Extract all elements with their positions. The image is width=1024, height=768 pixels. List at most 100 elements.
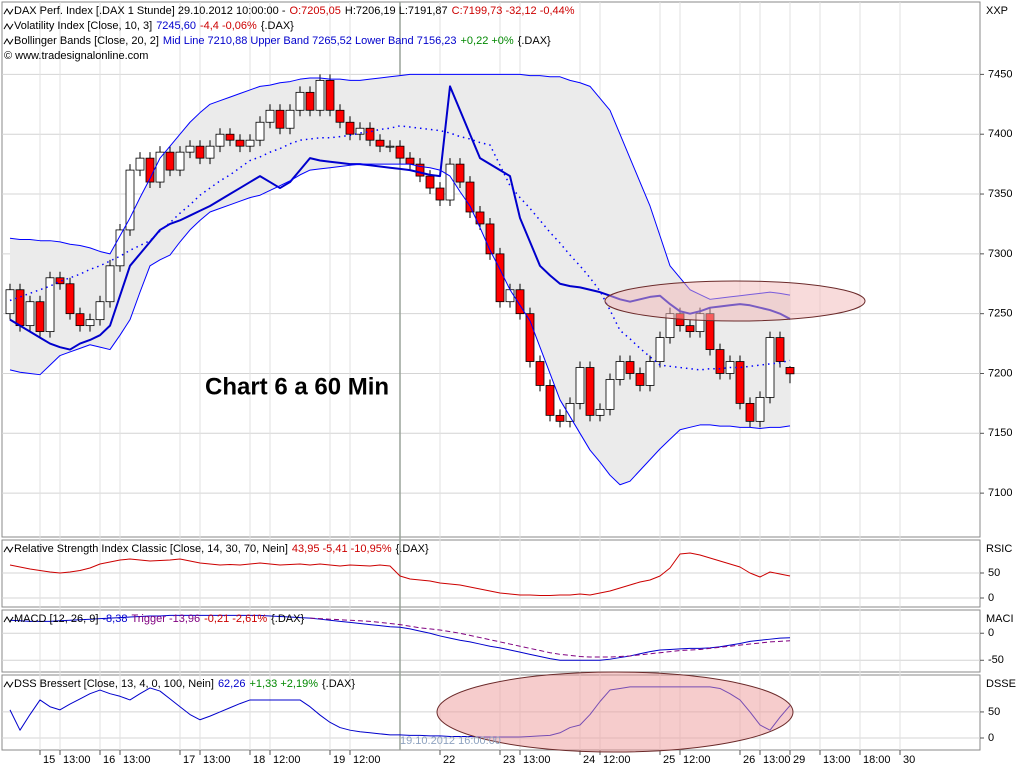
legend-entry: -0,21 -2,61% bbox=[204, 613, 267, 625]
candle-body bbox=[335, 109, 345, 123]
candle-body bbox=[105, 265, 115, 303]
candle-body bbox=[605, 379, 615, 410]
legend-entry: {.DAX} bbox=[261, 20, 294, 32]
candle-body bbox=[595, 408, 605, 416]
candle-body bbox=[625, 361, 635, 374]
y-tick-label: 7450 bbox=[988, 68, 1012, 80]
candle-body bbox=[445, 163, 455, 201]
x-tick-label: 22 bbox=[443, 754, 455, 766]
candle-body bbox=[555, 414, 565, 422]
x-tick-label: 13:00 bbox=[763, 754, 791, 766]
y-tick-label: 7250 bbox=[988, 308, 1012, 320]
candle-body bbox=[505, 289, 515, 303]
x-tick-label: 24 bbox=[583, 754, 595, 766]
x-tick-label: 13:00 bbox=[63, 754, 91, 766]
candle-body bbox=[755, 397, 765, 422]
legend-entry: 7245,60 bbox=[156, 20, 196, 32]
candle-body bbox=[715, 349, 725, 374]
candle-body bbox=[425, 175, 435, 189]
legend-entry: Mid Line 7210,88 Upper Band 7265,52 Lowe… bbox=[163, 35, 457, 47]
candle-body bbox=[745, 402, 755, 422]
candle-body bbox=[265, 109, 275, 123]
legend-entry: C:7199,73 -32,12 -0,44% bbox=[452, 5, 575, 17]
candle-body bbox=[155, 151, 165, 183]
legend-entry: O:7205,05 bbox=[290, 5, 341, 17]
candle-body bbox=[315, 79, 325, 111]
candle-body bbox=[195, 145, 205, 159]
band-fill bbox=[10, 74, 790, 485]
series-line bbox=[9, 163, 791, 486]
x-tick-label: 17 bbox=[183, 754, 195, 766]
x-tick-label: 12:00 bbox=[683, 754, 711, 766]
axis-label: XXP bbox=[986, 5, 1008, 17]
candle-body bbox=[355, 127, 365, 135]
x-tick-label: 12:00 bbox=[273, 754, 301, 766]
legend-line: Relative Strength Index Classic [Close, … bbox=[14, 543, 429, 555]
candle-body bbox=[115, 229, 125, 267]
candle-body bbox=[635, 373, 645, 386]
y-tick-label: 0 bbox=[988, 732, 994, 744]
candle-body bbox=[35, 301, 45, 333]
candle-body bbox=[295, 91, 305, 111]
legend-icon bbox=[3, 38, 14, 45]
candle-body bbox=[495, 253, 505, 303]
candle-body bbox=[165, 151, 175, 171]
candle-body bbox=[135, 157, 145, 171]
y-tick-label: 0 bbox=[988, 627, 994, 639]
candle-body bbox=[465, 181, 475, 213]
y-tick-label: 7350 bbox=[988, 188, 1012, 200]
y-tick-label: 50 bbox=[988, 567, 1000, 579]
candle-body bbox=[55, 277, 65, 285]
candle-body bbox=[345, 121, 355, 135]
candle-body bbox=[365, 127, 375, 141]
axis-label: RSIC bbox=[986, 543, 1012, 555]
x-tick-label: 13:00 bbox=[203, 754, 231, 766]
axis-label: DSSE bbox=[986, 678, 1016, 690]
candle-body bbox=[85, 319, 95, 327]
legend-entry: {.DAX} bbox=[518, 35, 551, 47]
x-tick-label: 13:00 bbox=[123, 754, 151, 766]
candle-body bbox=[585, 367, 595, 416]
watermark: 19.10.2012 16:00:00 bbox=[400, 735, 501, 747]
legend-entry: 62,26 bbox=[218, 678, 246, 690]
candle-body bbox=[285, 109, 295, 129]
candle-body bbox=[735, 361, 745, 404]
x-tick-label: 19 bbox=[333, 754, 345, 766]
legend-entry: +0,22 +0% bbox=[460, 35, 513, 47]
highlight-ellipse bbox=[436, 671, 794, 753]
candle-body bbox=[565, 402, 575, 422]
legend-entry: {.DAX} bbox=[396, 543, 429, 555]
candle-body bbox=[65, 283, 75, 315]
x-tick-label: 15 bbox=[43, 754, 55, 766]
candle-body bbox=[125, 169, 135, 231]
candle-body bbox=[785, 367, 795, 375]
candle-body bbox=[185, 145, 195, 153]
candle-body bbox=[775, 337, 785, 362]
candle-body bbox=[405, 157, 415, 165]
legend-entry: -8,38 bbox=[102, 613, 127, 625]
candle-body bbox=[415, 163, 425, 177]
legend-icon bbox=[3, 8, 14, 15]
candle-body bbox=[235, 139, 245, 147]
x-tick-label: 12:00 bbox=[603, 754, 631, 766]
candle-body bbox=[645, 361, 655, 386]
legend-icon bbox=[3, 616, 14, 623]
candle-body bbox=[525, 313, 535, 362]
annotation-shapes bbox=[436, 280, 866, 753]
candle-body bbox=[435, 187, 445, 201]
legend-line: Volatility Index [Close, 10, 3] 7245,60 -4… bbox=[14, 20, 294, 32]
candle-body bbox=[245, 139, 255, 147]
legend-entry: DAX Perf. Index [.DAX 1 Stunde] 29.10.20… bbox=[14, 5, 286, 17]
y-tick-label: 0 bbox=[988, 592, 994, 604]
text-layer: 7100 7150 7200 7250 7300 7350 7400 7450 XXP DAX P… bbox=[3, 5, 1016, 766]
candle-body bbox=[325, 79, 335, 111]
x-tick-label: 18:00 bbox=[863, 754, 891, 766]
y-tick-label: 7150 bbox=[988, 427, 1012, 439]
y-tick-label: 7300 bbox=[988, 248, 1012, 260]
candle-body bbox=[535, 361, 545, 386]
y-tick-label: 7100 bbox=[988, 487, 1012, 499]
x-tick-label: 18 bbox=[253, 754, 265, 766]
series-line bbox=[9, 614, 791, 661]
series-line bbox=[309, 617, 791, 658]
candle-body bbox=[765, 337, 775, 398]
